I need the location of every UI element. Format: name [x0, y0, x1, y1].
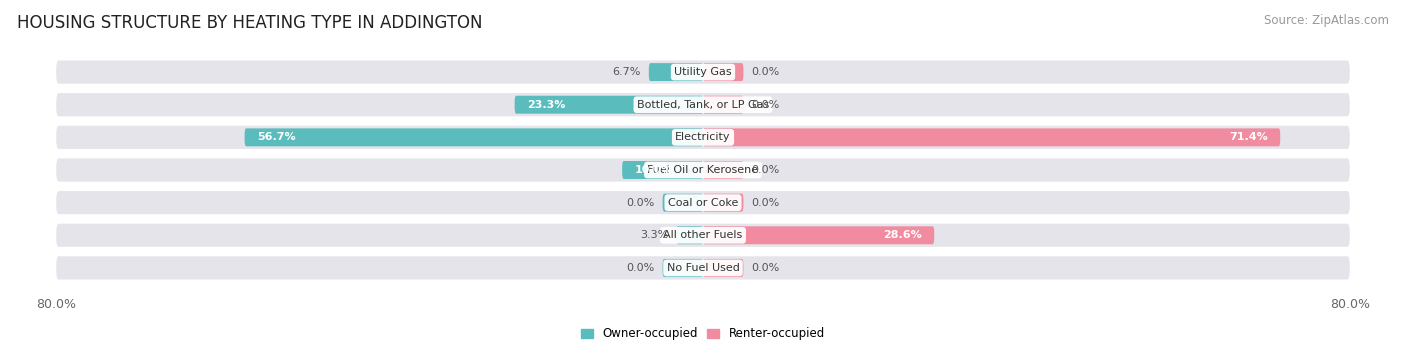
Text: Source: ZipAtlas.com: Source: ZipAtlas.com	[1264, 14, 1389, 27]
FancyBboxPatch shape	[703, 96, 744, 114]
FancyBboxPatch shape	[56, 126, 1350, 149]
Text: Coal or Coke: Coal or Coke	[668, 198, 738, 208]
FancyBboxPatch shape	[56, 158, 1350, 182]
FancyBboxPatch shape	[662, 194, 703, 211]
Text: 0.0%: 0.0%	[752, 165, 780, 175]
FancyBboxPatch shape	[621, 161, 703, 179]
FancyBboxPatch shape	[515, 96, 703, 114]
FancyBboxPatch shape	[703, 226, 934, 244]
Text: Electricity: Electricity	[675, 132, 731, 142]
Text: 0.0%: 0.0%	[626, 198, 654, 208]
Text: 10.0%: 10.0%	[634, 165, 672, 175]
FancyBboxPatch shape	[56, 61, 1350, 84]
Text: 71.4%: 71.4%	[1229, 132, 1268, 142]
Text: 28.6%: 28.6%	[883, 230, 922, 240]
FancyBboxPatch shape	[56, 224, 1350, 247]
FancyBboxPatch shape	[56, 256, 1350, 279]
Text: 0.0%: 0.0%	[752, 67, 780, 77]
Text: 0.0%: 0.0%	[752, 198, 780, 208]
FancyBboxPatch shape	[676, 226, 703, 244]
Text: 6.7%: 6.7%	[613, 67, 641, 77]
FancyBboxPatch shape	[56, 191, 1350, 214]
FancyBboxPatch shape	[703, 129, 1281, 146]
FancyBboxPatch shape	[662, 259, 703, 277]
FancyBboxPatch shape	[703, 161, 744, 179]
Text: 23.3%: 23.3%	[527, 100, 565, 110]
Text: 0.0%: 0.0%	[752, 263, 780, 273]
FancyBboxPatch shape	[703, 63, 744, 81]
Text: Bottled, Tank, or LP Gas: Bottled, Tank, or LP Gas	[637, 100, 769, 110]
FancyBboxPatch shape	[648, 63, 703, 81]
Text: 0.0%: 0.0%	[626, 263, 654, 273]
FancyBboxPatch shape	[56, 93, 1350, 116]
Text: No Fuel Used: No Fuel Used	[666, 263, 740, 273]
FancyBboxPatch shape	[245, 129, 703, 146]
Text: 3.3%: 3.3%	[640, 230, 668, 240]
Text: 56.7%: 56.7%	[257, 132, 295, 142]
Text: Fuel Oil or Kerosene: Fuel Oil or Kerosene	[647, 165, 759, 175]
Text: All other Fuels: All other Fuels	[664, 230, 742, 240]
Text: 0.0%: 0.0%	[752, 100, 780, 110]
Legend: Owner-occupied, Renter-occupied: Owner-occupied, Renter-occupied	[581, 327, 825, 340]
FancyBboxPatch shape	[703, 259, 744, 277]
Text: Utility Gas: Utility Gas	[675, 67, 731, 77]
Text: HOUSING STRUCTURE BY HEATING TYPE IN ADDINGTON: HOUSING STRUCTURE BY HEATING TYPE IN ADD…	[17, 14, 482, 32]
FancyBboxPatch shape	[703, 194, 744, 211]
